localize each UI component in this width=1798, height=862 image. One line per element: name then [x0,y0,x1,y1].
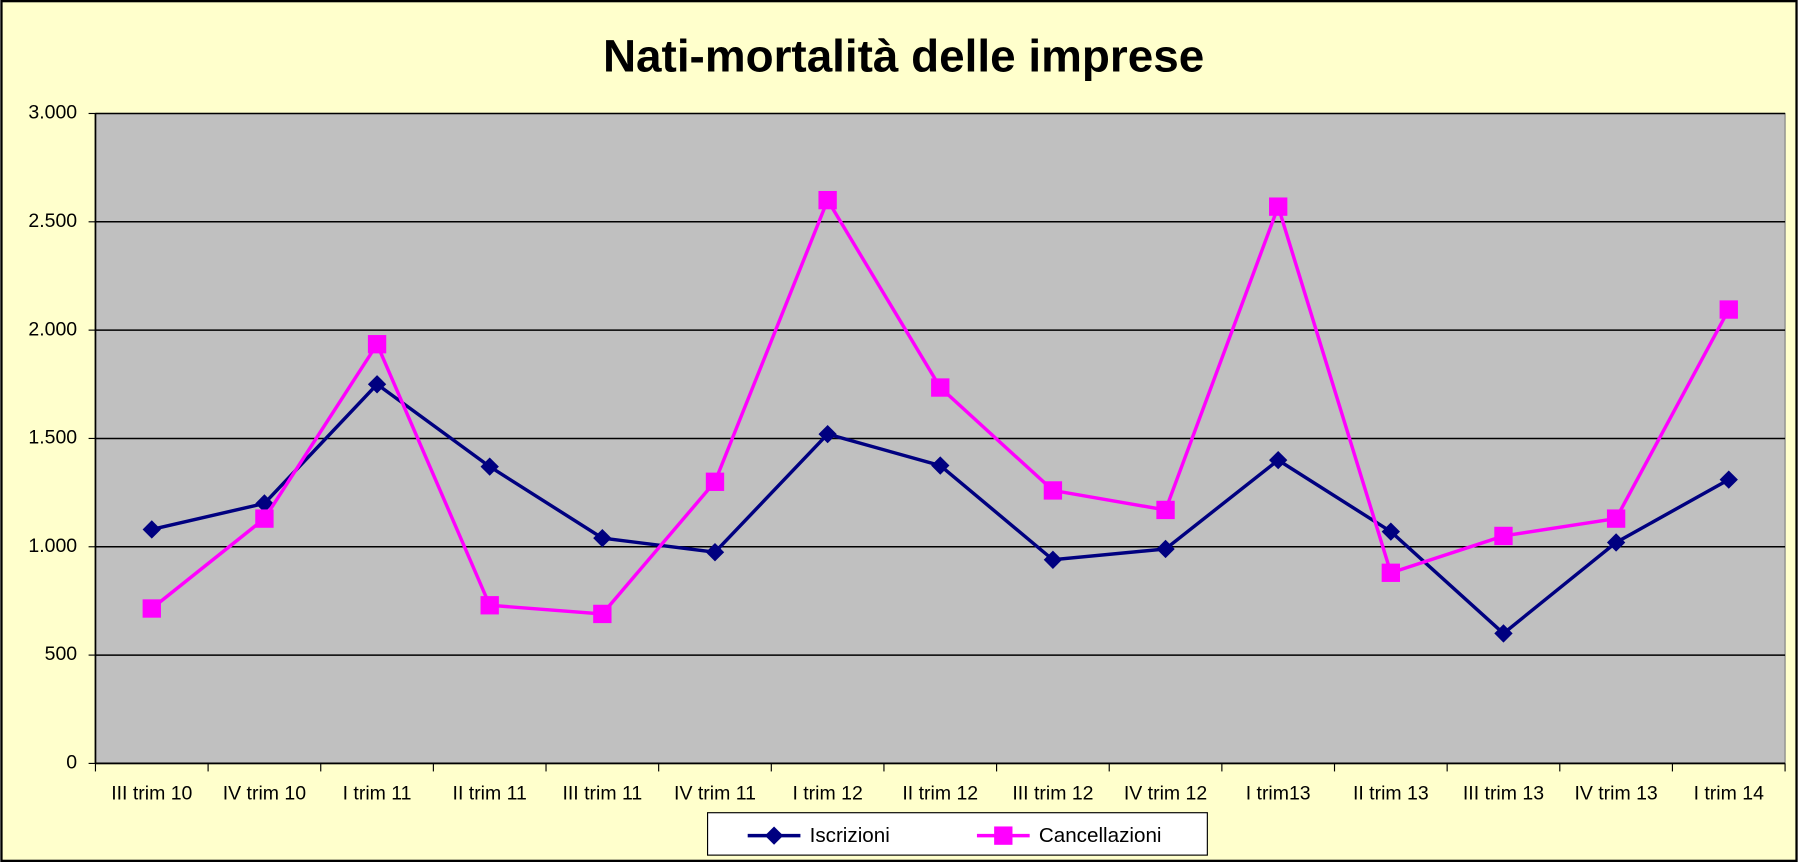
data-point [1043,550,1063,569]
data-point [1156,500,1175,520]
data-point [1043,481,1063,500]
x-tick-label: III trim 10 [111,783,192,805]
data-point [1606,509,1626,528]
x-tick-label: III trim 11 [562,783,642,805]
data-point [480,596,499,615]
y-tick-label: 3.000 [28,102,77,124]
y-tick-label: 0 [66,752,77,774]
x-tick-label: IV trim 10 [223,783,306,805]
data-point [818,190,837,210]
y-tick-label: 500 [45,643,78,665]
data-point [1381,563,1400,582]
x-tick-label: II trim 13 [1353,783,1429,805]
data-point [142,599,161,618]
data-point [705,472,725,491]
data-point [931,378,950,397]
legend-label: Cancellazioni [1039,824,1162,847]
data-point [1719,300,1738,319]
y-tick-label: 2.500 [28,210,77,232]
x-tick-label: I trim 12 [792,783,862,805]
x-tick-label: I trim 11 [343,783,412,805]
data-point [367,375,387,394]
x-tick-label: I trim13 [1246,783,1311,805]
x-tick-label: I trim 14 [1694,783,1764,805]
legend-label: Iscrizioni [810,824,890,847]
x-tick-label: III trim 13 [1463,783,1544,805]
x-tick-label: III trim 12 [1012,783,1093,805]
data-point [931,456,950,475]
x-tick-label: II trim 12 [902,783,978,805]
y-tick-label: 1.500 [28,427,77,449]
data-point [1156,539,1175,559]
y-tick-label: 1.000 [28,535,77,557]
data-point [593,604,612,624]
x-tick-label: II trim 11 [453,783,527,805]
data-point [255,509,274,528]
data-point [705,543,725,562]
data-point [367,335,387,354]
y-tick-label: 2.000 [28,318,77,340]
data-point [1269,450,1288,470]
x-tick-label: IV trim 13 [1574,783,1657,805]
x-tick-label: IV trim 12 [1124,783,1207,805]
data-point [1719,470,1738,489]
chart-title: Nati-mortalità delle imprese [603,30,1204,82]
data-point [1494,526,1513,546]
data-point [142,520,161,539]
data-point [1269,197,1288,216]
legend-marker [994,826,1013,845]
data-point [480,457,499,476]
x-tick-label: IV trim 11 [674,783,756,805]
